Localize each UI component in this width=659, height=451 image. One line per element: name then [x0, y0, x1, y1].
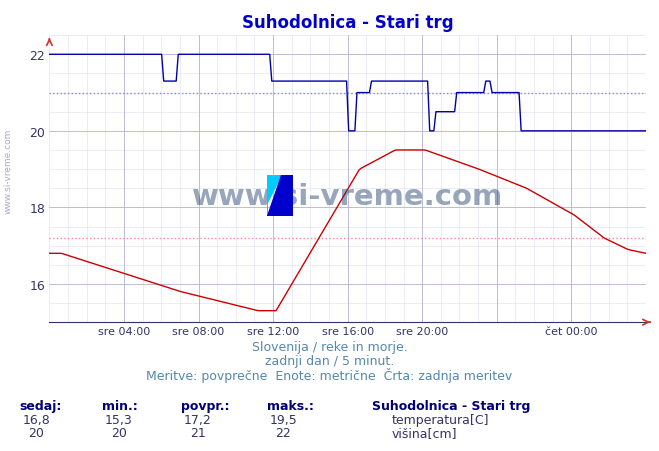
Text: www.si-vreme.com: www.si-vreme.com [4, 129, 13, 214]
Text: www.si-vreme.com: www.si-vreme.com [192, 183, 503, 211]
Text: višina[cm]: višina[cm] [391, 426, 457, 439]
Text: sedaj:: sedaj: [20, 399, 62, 412]
Text: zadnji dan / 5 minut.: zadnji dan / 5 minut. [265, 354, 394, 367]
Text: maks.:: maks.: [267, 399, 314, 412]
Text: Suhodolnica - Stari trg: Suhodolnica - Stari trg [372, 399, 530, 412]
Text: 22: 22 [275, 426, 291, 439]
Text: 15,3: 15,3 [105, 413, 132, 426]
Text: temperatura[C]: temperatura[C] [391, 413, 489, 426]
Text: Meritve: povprečne  Enote: metrične  Črta: zadnja meritev: Meritve: povprečne Enote: metrične Črta:… [146, 368, 513, 382]
Text: Slovenija / reke in morje.: Slovenija / reke in morje. [252, 341, 407, 354]
Text: min.:: min.: [102, 399, 138, 412]
Text: 19,5: 19,5 [270, 413, 297, 426]
Text: 20: 20 [111, 426, 127, 439]
Text: povpr.:: povpr.: [181, 399, 230, 412]
Text: 21: 21 [190, 426, 206, 439]
Text: 20: 20 [28, 426, 44, 439]
Polygon shape [267, 176, 281, 216]
Text: 16,8: 16,8 [22, 413, 50, 426]
Title: Suhodolnica - Stari trg: Suhodolnica - Stari trg [242, 14, 453, 32]
Polygon shape [267, 176, 293, 216]
Text: 17,2: 17,2 [184, 413, 212, 426]
